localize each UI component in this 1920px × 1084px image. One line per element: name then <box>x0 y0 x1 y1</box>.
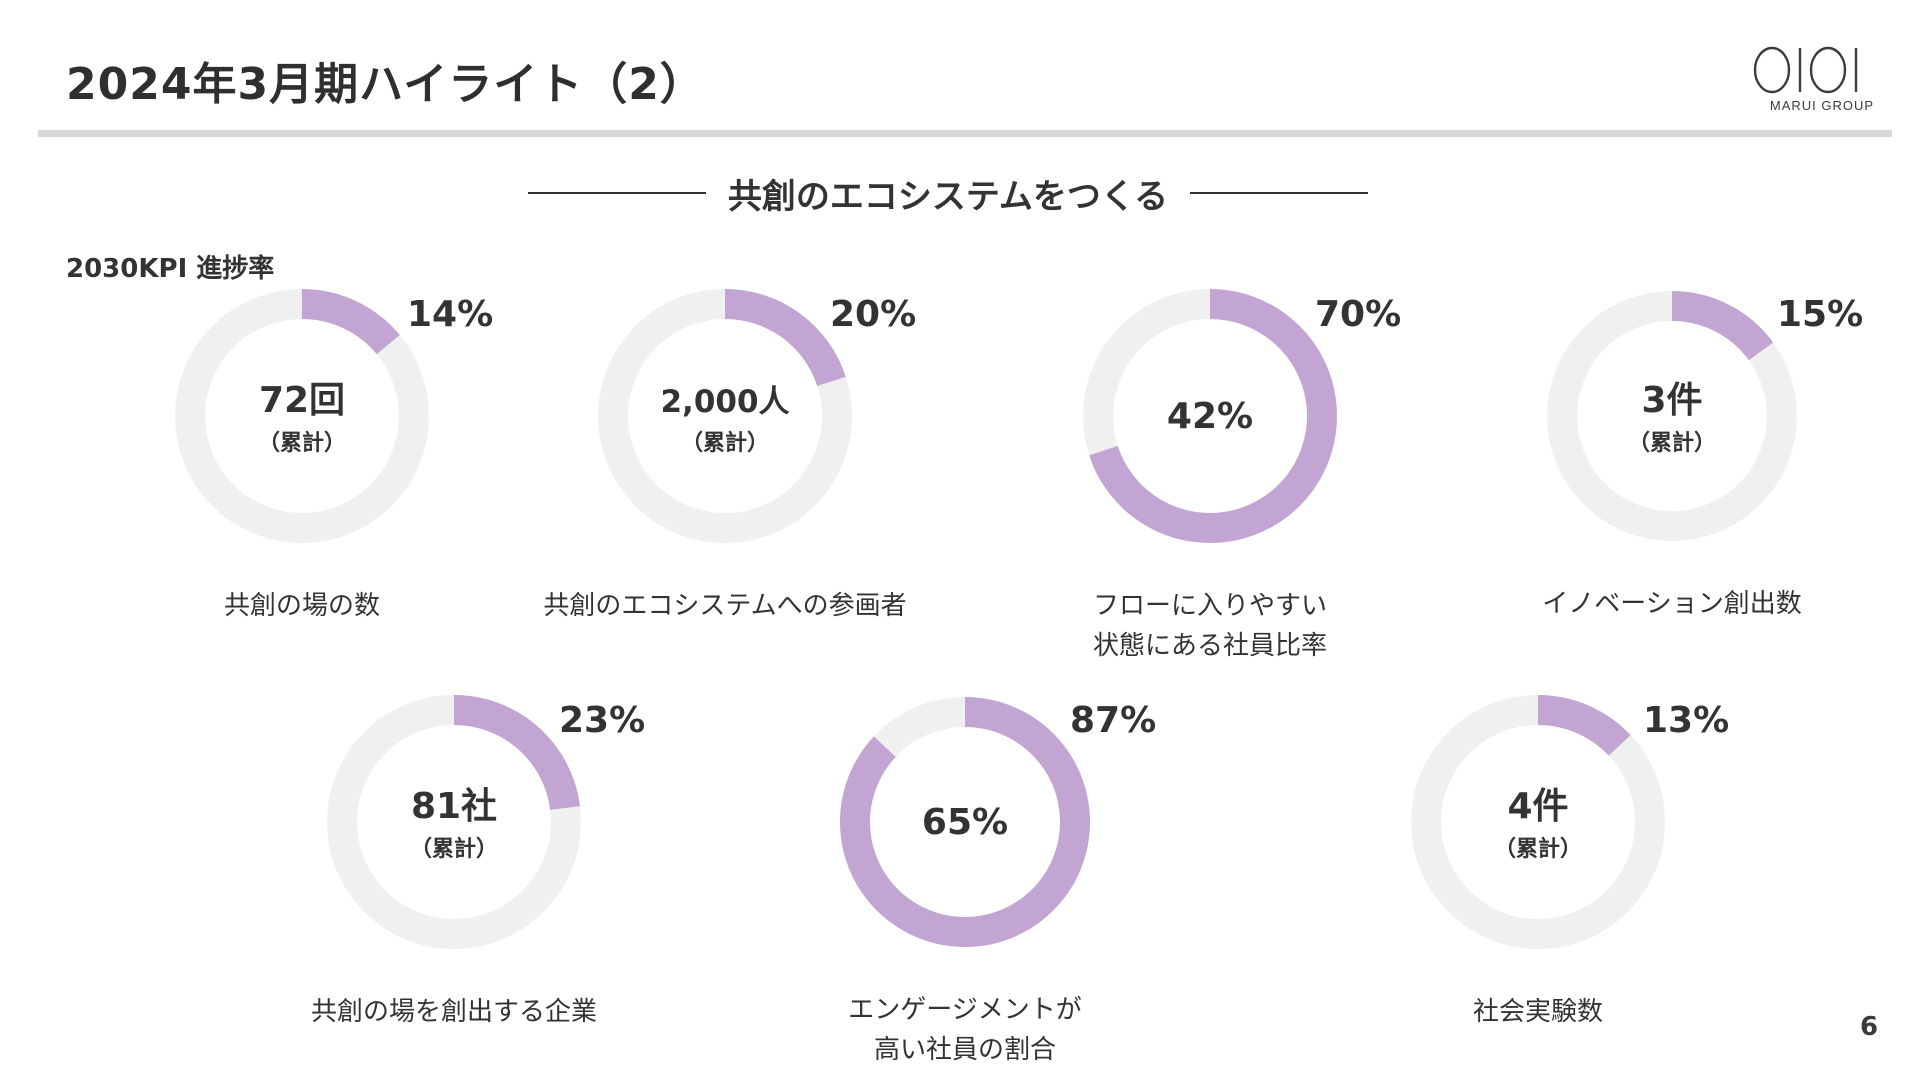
donut-center-value: 2,000人 <box>660 384 789 420</box>
donut-caption: 社会実験数 <box>1473 997 1603 1027</box>
donut-caption: 共創の場の数 <box>224 591 380 621</box>
donut-caption: 共創の場を創出する企業 <box>311 997 597 1027</box>
donut-center-note: （累計） <box>1628 430 1716 456</box>
donut-center-value: 3件 <box>1641 380 1702 421</box>
donut-center-value: 65% <box>922 802 1008 843</box>
donut-caption: 共創のエコシステムへの参画者 <box>543 591 906 621</box>
kpi-donut-5: 23% 81社 （累計） 共創の場を創出する企業 <box>311 695 645 1027</box>
donut-center-value: 4件 <box>1507 786 1568 827</box>
donut-progress-arc <box>724 289 846 387</box>
donut-center-value: 81社 <box>411 786 497 827</box>
logo-mark-icon <box>1753 46 1858 94</box>
donut-center-value: 42% <box>1167 396 1253 437</box>
donut-percent-label: 20% <box>830 294 916 335</box>
donut-percent-label: 70% <box>1315 294 1401 335</box>
kpi-donut-7: 13% 4件 （累計） 社会実験数 <box>1411 695 1729 1027</box>
kpi-donut-2: 20% 2,000人 （累計） 共創のエコシステムへの参画者 <box>543 289 916 621</box>
donut-caption: 高い社員の割合 <box>874 1035 1056 1065</box>
donut-progress-arc <box>840 697 1090 947</box>
donut-progress-arc <box>1537 695 1631 756</box>
donut-center-note: （累計） <box>681 430 769 456</box>
donut-caption: イノベーション創出数 <box>1542 589 1801 619</box>
donut-progress-arc <box>1671 291 1774 361</box>
donut-caption: フローに入りやすい <box>1093 591 1327 621</box>
marui-group-logo: MARUI GROUP <box>1752 44 1892 116</box>
donut-progress-arc <box>1089 289 1337 543</box>
donut-center-note: （累計） <box>258 430 346 456</box>
logo-text: MARUI GROUP <box>1769 98 1875 113</box>
page-title: 2024年3月期ハイライト（2） <box>66 59 705 110</box>
donut-percent-label: 14% <box>407 294 493 335</box>
donut-center-note: （累計） <box>1494 836 1582 862</box>
title-divider <box>38 130 1892 137</box>
donut-percent-label: 15% <box>1777 294 1863 335</box>
kpi-donut-1: 14% 72回 （累計） 共創の場の数 <box>175 289 493 621</box>
donut-caption: 状態にある社員比率 <box>1093 631 1327 661</box>
section-heading: 共創のエコシステムをつくる <box>528 168 1368 218</box>
donut-progress-arc <box>301 289 400 355</box>
section-heading-text: 共創のエコシステムをつくる <box>727 176 1169 217</box>
donut-caption: エンゲージメントが <box>848 995 1081 1025</box>
heading-left-line <box>528 192 706 194</box>
donut-center-value: 72回 <box>259 380 345 421</box>
donut-percent-label: 13% <box>1643 700 1729 741</box>
donut-progress-arc <box>453 695 580 811</box>
kpi-donut-4: 15% 3件 （累計） イノベーション創出数 <box>1542 291 1863 619</box>
heading-right-line <box>1190 192 1368 194</box>
donut-center-note: （累計） <box>410 836 498 862</box>
donut-percent-label: 87% <box>1070 700 1156 741</box>
kpi-progress-label: 2030KPI 進捗率 <box>66 254 275 284</box>
donut-percent-label: 23% <box>559 700 645 741</box>
page-number: 6 <box>1860 1012 1879 1042</box>
